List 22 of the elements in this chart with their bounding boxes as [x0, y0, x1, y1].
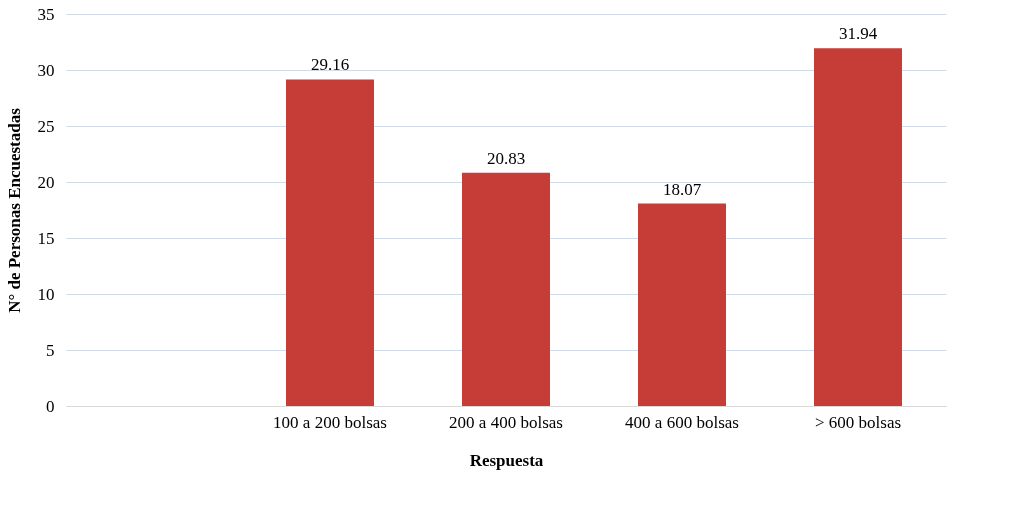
bar [638, 203, 726, 406]
data-label: 20.83 [486, 148, 526, 168]
bar [814, 48, 902, 406]
data-label: 18.07 [662, 179, 702, 199]
bar [286, 79, 374, 406]
y-axis-title: N° de Personas Encuestadas [4, 107, 24, 313]
x-tick-label: 400 a 600 bolsas [625, 412, 739, 432]
x-tick-label: 100 a 200 bolsas [273, 412, 387, 432]
y-tick-label: 35 [37, 4, 55, 24]
data-label: 29.16 [310, 55, 350, 75]
y-tick-label: 25 [37, 116, 55, 136]
data-label: 31.94 [838, 24, 878, 44]
bar [462, 172, 550, 406]
x-tick-label: > 600 bolsas [814, 412, 902, 432]
x-tick-label: 200 a 400 bolsas [449, 412, 563, 432]
y-tick-label: 30 [37, 60, 55, 80]
y-tick-label: 0 [46, 396, 55, 416]
y-tick-label: 15 [37, 228, 55, 248]
y-tick-label: 20 [37, 172, 55, 192]
y-tick-label: 5 [46, 340, 55, 360]
y-tick-label: 10 [37, 284, 55, 304]
x-axis-title: Respuesta [469, 450, 544, 470]
